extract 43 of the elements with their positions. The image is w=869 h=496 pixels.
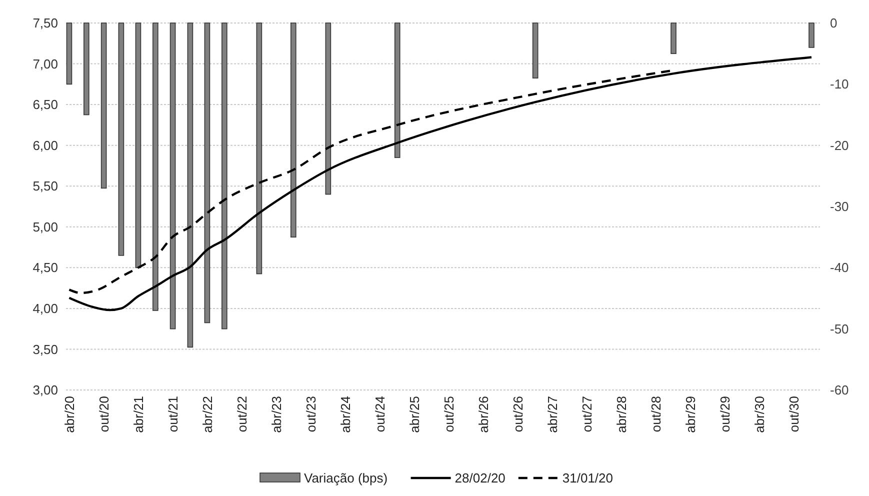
x-tick-label: out/26 [510,396,526,432]
y-tick-label: 7,50 [32,16,58,31]
x-tick-label: abr/23 [268,396,284,433]
x-tick-label: abr/22 [200,396,215,433]
x-tick-label: abr/29 [683,396,698,433]
y-tick-label: 7,00 [32,56,58,72]
legend-label: 31/01/20 [562,470,614,486]
legend-label: 28/02/20 [454,470,506,486]
y2-tick-label: -10 [830,76,849,92]
x-tick-label: out/29 [718,396,733,432]
y-tick-label: 5,00 [32,219,58,234]
x-tick-label: abr/25 [406,396,422,433]
y-tick-label: 4,50 [32,260,58,276]
y-tick-label: 3,00 [32,382,58,398]
x-tick-label: abr/30 [752,396,768,433]
x-tick-label: out/23 [303,396,318,432]
y2-tick-label: -40 [830,260,849,276]
x-tick-label: abr/28 [614,396,630,433]
y-tick-label: 6,00 [32,138,58,153]
y2-tick-label: -30 [830,199,849,214]
y-tick-label: 3,50 [32,342,58,357]
line-series [68,56,813,312]
y-tick-label: 4,00 [32,300,58,316]
x-tick-label: out/22 [234,396,250,432]
x-tick-label: out/28 [648,396,664,432]
y2-tick-label: -50 [830,321,849,336]
y2-tick-label: 0 [830,16,838,31]
y2-tick-label: -60 [830,382,849,398]
x-tick-label: out/20 [96,396,112,432]
x-tick-label: abr/20 [62,396,77,433]
x-tick-label: abr/24 [338,396,353,433]
x-tick-label: out/21 [165,396,180,432]
y-tick-label: 6,50 [32,97,58,112]
x-tick-label: out/24 [372,396,388,432]
x-tick-label: out/25 [442,396,457,432]
x-tick-label: out/30 [786,396,802,432]
x-tick-label: abr/26 [476,396,491,433]
y-tick-label: 5,50 [32,178,58,194]
y2-tick-label: -20 [830,138,849,153]
legend-label: Variação (bps) [304,470,388,486]
x-tick-label: abr/27 [544,396,560,433]
x-tick-label: out/27 [579,396,594,432]
x-tick-label: abr/21 [130,396,146,433]
